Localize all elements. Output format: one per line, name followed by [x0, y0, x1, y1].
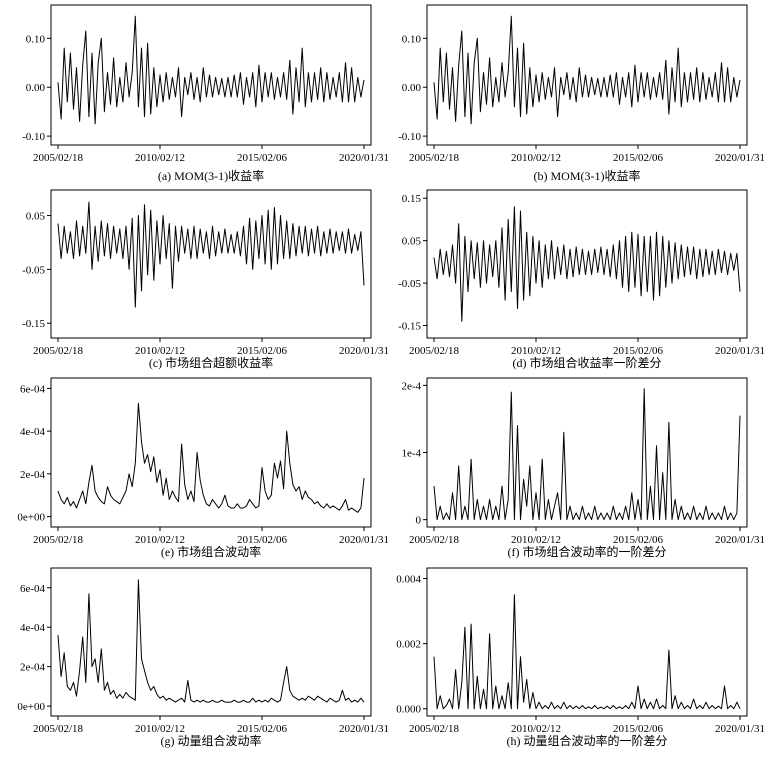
- x-tick-label: 2010/02/12: [511, 152, 561, 164]
- y-tick-label: 4e-04: [20, 426, 46, 438]
- panel-g: 0e+00 2e-04 4e-04 6e-04 2005/02/18 2010/02/12…: [17, 567, 389, 748]
- y-tick-label: 0.05: [402, 236, 422, 248]
- x-tick-label: 2010/02/12: [511, 723, 561, 735]
- panel-c: -0.15 -0.05 0.05 2005/02/18 2010/02/12 2015/0…: [22, 189, 389, 370]
- x-tick-label: 2005/02/18: [33, 534, 84, 546]
- y-tick-label: 2e-04: [20, 469, 46, 481]
- plot-frame: [426, 377, 748, 528]
- y-tick-label: -0.15: [22, 318, 45, 330]
- x-tick-label: 2020/01/31: [715, 723, 765, 735]
- y-tick-label: -0.10: [398, 131, 421, 143]
- y-tick-label: 0.004: [396, 574, 421, 586]
- x-tick-label: 2020/01/31: [715, 345, 765, 357]
- y-tick-label: 0e+00: [17, 512, 45, 524]
- y-tick-label: -0.05: [398, 278, 421, 290]
- x-tick-label: 2005/02/18: [409, 345, 460, 357]
- x-tick-label: 2020/01/31: [339, 345, 389, 357]
- x-tick-label: 2010/02/12: [135, 152, 185, 164]
- x-tick-label: 2015/02/06: [613, 345, 664, 357]
- y-tick-label: 0.002: [396, 639, 421, 651]
- x-tick-label: 2010/02/12: [511, 345, 561, 357]
- x-tick-label: 2015/02/06: [613, 723, 664, 735]
- panel-e: 0e+00 2e-04 4e-04 6e-04 2005/02/18 2010/02/12…: [17, 377, 389, 559]
- x-tick-label: 2010/02/12: [135, 345, 185, 357]
- panel-caption: (e) 市场组合波动率: [161, 544, 261, 559]
- x-tick-label: 2015/02/06: [613, 152, 664, 164]
- series-line: [57, 579, 365, 703]
- panel-caption: (a) MOM(3-1)收益率: [158, 168, 264, 183]
- x-tick-label: 2015/02/06: [613, 534, 664, 546]
- series-line: [433, 594, 741, 710]
- plot-frame: [50, 189, 372, 339]
- x-tick-label: 2020/01/31: [339, 152, 389, 164]
- y-tick-label: 0.000: [396, 704, 421, 716]
- y-tick-label: -0.10: [22, 131, 45, 143]
- panel-h: 0.000 0.002 0.004 2005/02/18 2010/02/12 2015/…: [396, 567, 765, 748]
- x-tick-label: 2020/01/31: [715, 152, 765, 164]
- y-tick-label: 0e+00: [17, 701, 45, 713]
- plot-frame: [426, 4, 748, 146]
- panel-caption: (h) 动量组合波动率的一阶差分: [507, 733, 668, 748]
- y-tick-label: 1e-4: [401, 448, 421, 460]
- y-tick-label: 0: [416, 515, 422, 527]
- series-line: [433, 15, 741, 125]
- panel-f: 0 1e-4 2e-4 2005/02/18 2010/02/12 2015/02/06 2…: [401, 377, 765, 559]
- plot-frame: [50, 567, 372, 717]
- series-line: [57, 201, 365, 308]
- panel-caption: (c) 市场组合超额收益率: [149, 355, 273, 370]
- panel-a: -0.10 0.00 0.10 2005/02/18 2010/02/12 2015/02…: [22, 4, 389, 183]
- y-tick-label: -0.05: [22, 264, 45, 276]
- y-tick-label: 4e-04: [20, 622, 46, 634]
- x-tick-label: 2010/02/12: [135, 534, 185, 546]
- y-tick-label: 2e-4: [401, 380, 421, 392]
- x-tick-label: 2005/02/18: [409, 723, 460, 735]
- series-line: [57, 15, 365, 125]
- plot-frame: [50, 4, 372, 146]
- panel-caption: (d) 市场组合收益率一阶差分: [513, 355, 662, 370]
- x-tick-label: 2020/01/31: [339, 723, 389, 735]
- x-tick-label: 2005/02/18: [409, 152, 460, 164]
- y-tick-label: 0.10: [402, 33, 422, 45]
- series-line: [433, 206, 741, 322]
- plot-frame: [426, 567, 748, 717]
- series-line: [57, 402, 365, 513]
- y-tick-label: 6e-04: [20, 583, 46, 595]
- series-line: [433, 388, 741, 521]
- y-tick-label: 0.10: [26, 33, 46, 45]
- plot-frame: [50, 377, 372, 528]
- x-tick-label: 2020/01/31: [715, 534, 765, 546]
- x-tick-label: 2015/02/06: [237, 345, 288, 357]
- y-tick-label: 2e-04: [20, 662, 46, 674]
- x-tick-label: 2020/01/31: [339, 534, 389, 546]
- panel-caption: (g) 动量组合波动率: [161, 733, 262, 748]
- x-tick-label: 2015/02/06: [237, 152, 288, 164]
- y-tick-label: 0.15: [402, 193, 422, 205]
- y-tick-label: 0.00: [402, 82, 422, 94]
- panel-b: -0.10 0.00 0.10 2005/02/18 2010/02/12 2015/02…: [398, 4, 765, 183]
- x-tick-label: 2015/02/06: [237, 723, 288, 735]
- x-tick-label: 2015/02/06: [237, 534, 288, 546]
- y-tick-label: 0.05: [26, 211, 46, 223]
- x-tick-label: 2010/02/12: [135, 723, 185, 735]
- y-tick-label: -0.15: [398, 321, 421, 333]
- plot-frame: [426, 189, 748, 339]
- panel-caption: (b) MOM(3-1)收益率: [534, 168, 641, 183]
- x-tick-label: 2005/02/18: [33, 345, 84, 357]
- x-tick-label: 2005/02/18: [409, 534, 460, 546]
- x-tick-label: 2005/02/18: [33, 723, 84, 735]
- panel-caption: (f) 市场组合波动率的一阶差分: [508, 544, 667, 559]
- y-tick-label: 0.00: [26, 82, 46, 94]
- x-tick-label: 2005/02/18: [33, 152, 84, 164]
- panel-d: -0.15 -0.05 0.05 0.15 2005/02/18 2010/02/12 20…: [398, 189, 765, 370]
- y-tick-label: 6e-04: [20, 383, 46, 395]
- x-tick-label: 2010/02/12: [511, 534, 561, 546]
